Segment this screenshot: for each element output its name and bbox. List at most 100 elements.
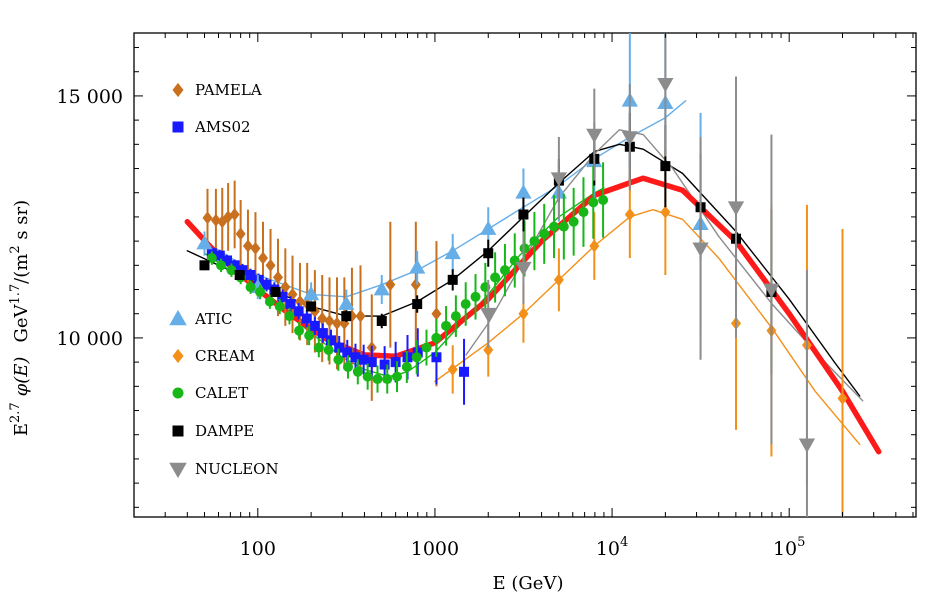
legend-item-pamela: PAMELA [172, 81, 262, 99]
legend-marker-cream [172, 348, 184, 364]
ams02-point [358, 354, 369, 365]
legend-marker-atic [169, 309, 187, 326]
dampe-point [341, 311, 352, 322]
calet-point [333, 354, 344, 365]
ams02-point [326, 335, 337, 346]
legend: PAMELA AMS02 ATIC CREAM CALET DAMPE NUCLEON [169, 81, 279, 479]
pamela-point [324, 314, 335, 328]
nucleon-point [515, 261, 532, 277]
ams02-point [277, 291, 288, 302]
atic-point [480, 220, 497, 235]
legend-marker-ams02 [172, 121, 184, 133]
cream-point [837, 391, 848, 405]
cream-point [589, 239, 600, 253]
legend-label-dampe: DAMPE [195, 422, 254, 440]
cream-fit-curve [434, 209, 861, 446]
calet-point [313, 342, 324, 353]
calet-point [323, 345, 334, 356]
ams02-point [245, 270, 256, 280]
dampe-point [518, 209, 529, 220]
pamela-point [202, 211, 213, 225]
nucleon-point [550, 172, 568, 187]
series-calet [206, 162, 609, 394]
pamela-point [410, 278, 421, 292]
calet-point [264, 296, 275, 307]
y-tick-label: 15 000 [57, 86, 123, 108]
y-label-phi: φ(E) [11, 357, 32, 397]
legend-marker-dampe [172, 425, 184, 437]
y-axis-label: E2.7 φ(E) GeV1.7/(m2 s sr) [8, 200, 32, 436]
cream-point [624, 208, 635, 221]
ams02-point [293, 306, 304, 317]
pamela-point [242, 239, 253, 253]
ams02-point [261, 279, 272, 290]
calet-point [558, 221, 569, 232]
pamela-point [294, 295, 305, 309]
pamela-point [287, 287, 298, 301]
pamela-point [235, 227, 246, 241]
calet-point [529, 236, 540, 247]
pamela-point [355, 309, 366, 323]
calet-point [401, 361, 412, 372]
calet-point [294, 325, 305, 336]
calet-point [382, 374, 393, 385]
calet-point [421, 342, 432, 353]
dampe-point [447, 274, 458, 285]
calet-point [284, 311, 295, 322]
calet-point [490, 272, 501, 283]
atic-point [444, 244, 461, 260]
cream-point [483, 343, 494, 357]
pamela-point [265, 258, 276, 272]
nucleon-point [586, 128, 603, 144]
series-cream [447, 149, 848, 517]
pamela-point [210, 213, 221, 227]
calet-point [255, 286, 266, 297]
pamela-point [250, 241, 261, 255]
y-label-unit: GeV [11, 304, 32, 343]
x-tick-label: 105 [773, 535, 805, 560]
ams02-point [459, 366, 470, 377]
ams02-point [334, 342, 345, 353]
pamela-point [332, 316, 343, 330]
y-label-base: E [11, 423, 32, 436]
ams02-point [229, 260, 240, 271]
nucleon-point [798, 438, 816, 453]
y-label-sup1: 2.7 [8, 402, 23, 423]
atic-point [302, 285, 320, 301]
cream-point [553, 273, 564, 287]
cream-point [518, 307, 529, 321]
calet-point [362, 371, 373, 382]
atic-point [373, 281, 390, 296]
nucleon-point [621, 131, 638, 146]
nucleon-point [657, 77, 674, 93]
calet-point [441, 320, 452, 331]
ams02-point [350, 352, 361, 363]
y-label-sup2: 1.7 [8, 284, 23, 305]
calet-point [460, 299, 471, 310]
y-tick-label: 10 000 [57, 328, 123, 350]
dampe-point [306, 301, 317, 312]
calet-point [342, 361, 353, 372]
cream-point [660, 205, 671, 219]
calet-point [588, 197, 599, 208]
plot-frame [133, 32, 917, 518]
calet-point [450, 311, 461, 322]
dampe-point [412, 299, 423, 310]
nucleon-point [727, 201, 745, 216]
atic-point [409, 259, 426, 274]
atic-fit-curve [203, 100, 687, 298]
calet-point [499, 265, 510, 276]
ams02-point [379, 359, 390, 370]
calet-point [519, 243, 530, 254]
ams02-point [366, 357, 377, 368]
atic-point [338, 295, 355, 310]
pamela-point [258, 251, 269, 265]
calet-point [411, 352, 422, 363]
legend-label-atic: ATIC [194, 310, 232, 328]
legend-label-cream: CREAM [195, 347, 255, 365]
y-label-sup3: 2 [8, 245, 23, 253]
calet-point [549, 221, 560, 232]
calet-point [598, 194, 609, 205]
nucleon-point [692, 242, 709, 257]
